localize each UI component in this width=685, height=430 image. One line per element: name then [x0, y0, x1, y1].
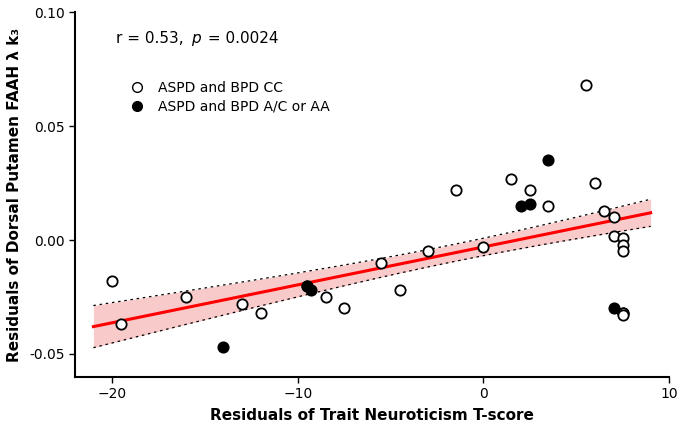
- Point: [478, 243, 489, 250]
- Point: [218, 344, 229, 350]
- Point: [525, 200, 536, 207]
- Point: [106, 278, 117, 285]
- Point: [543, 203, 554, 209]
- Point: [617, 241, 628, 248]
- Point: [608, 305, 619, 312]
- Point: [320, 294, 331, 301]
- Point: [543, 157, 554, 164]
- Point: [306, 287, 316, 294]
- Y-axis label: Residuals of Dorsal Putamen FAAH λ k₃: Residuals of Dorsal Putamen FAAH λ k₃: [7, 28, 22, 362]
- Text: r = 0.53,: r = 0.53,: [116, 31, 189, 46]
- Point: [450, 187, 461, 194]
- Text: = 0.0024: = 0.0024: [203, 31, 278, 46]
- Text: p: p: [190, 31, 200, 46]
- Point: [515, 203, 526, 209]
- Point: [599, 207, 610, 214]
- Point: [617, 310, 628, 316]
- Point: [301, 282, 312, 289]
- Point: [590, 180, 601, 187]
- Point: [338, 305, 349, 312]
- Point: [422, 248, 433, 255]
- Point: [617, 312, 628, 319]
- Point: [116, 321, 127, 328]
- Point: [301, 282, 312, 289]
- Point: [236, 301, 247, 307]
- Point: [376, 259, 387, 266]
- Point: [617, 310, 628, 316]
- Point: [608, 214, 619, 221]
- X-axis label: Residuals of Trait Neuroticism T-score: Residuals of Trait Neuroticism T-score: [210, 408, 534, 423]
- Point: [525, 187, 536, 194]
- Point: [608, 232, 619, 239]
- Point: [580, 82, 591, 89]
- Point: [395, 287, 406, 294]
- Point: [617, 234, 628, 241]
- Point: [617, 248, 628, 255]
- Point: [506, 175, 516, 182]
- Point: [255, 310, 266, 316]
- Legend: ASPD and BPD CC, ASPD and BPD A/C or AA: ASPD and BPD CC, ASPD and BPD A/C or AA: [123, 81, 330, 114]
- Point: [181, 294, 192, 301]
